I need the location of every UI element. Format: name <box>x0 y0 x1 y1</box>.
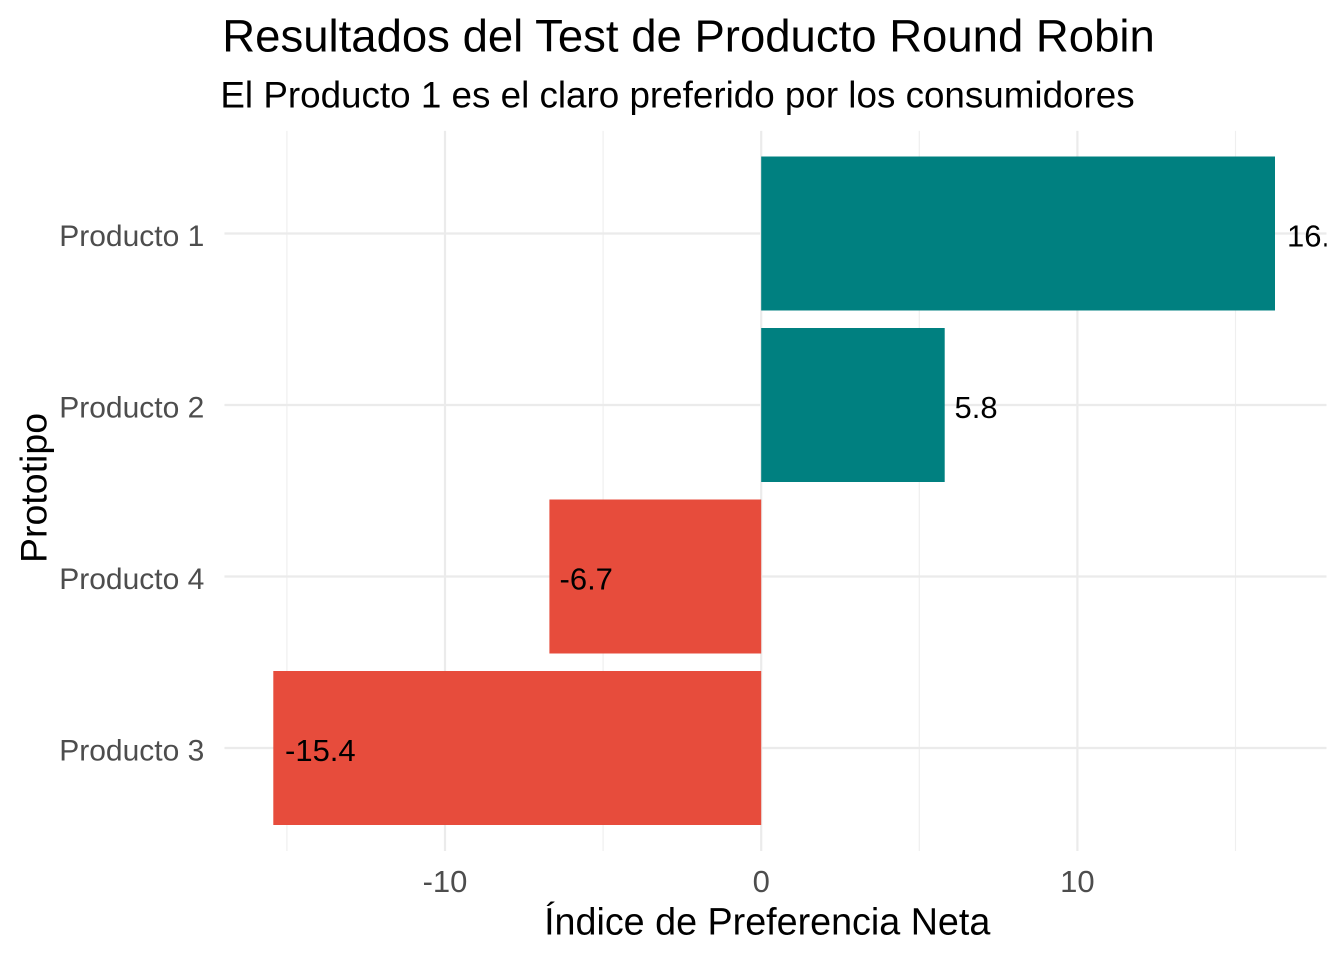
svg-text:-6.7: -6.7 <box>560 561 613 596</box>
svg-text:Producto 1: Producto 1 <box>59 220 204 253</box>
svg-text:Resultados del Test de Product: Resultados del Test de Producto Round Ro… <box>222 11 1155 62</box>
svg-text:10: 10 <box>1060 864 1094 899</box>
svg-text:0: 0 <box>753 864 770 899</box>
svg-text:Producto 3: Producto 3 <box>59 735 204 768</box>
svg-text:Prototipo: Prototipo <box>13 413 55 563</box>
svg-text:Producto 2: Producto 2 <box>59 392 204 425</box>
svg-text:-10: -10 <box>423 864 468 899</box>
svg-text:5.8: 5.8 <box>955 390 998 425</box>
svg-text:Producto 4: Producto 4 <box>59 563 204 596</box>
svg-text:16.3: 16.3 <box>1287 218 1344 253</box>
svg-text:-15.4: -15.4 <box>285 733 356 768</box>
svg-text:El Producto 1 es el claro pref: El Producto 1 es el claro preferido por … <box>220 75 1134 116</box>
svg-text:Índice de Preferencia Neta: Índice de Preferencia Neta <box>544 900 990 942</box>
